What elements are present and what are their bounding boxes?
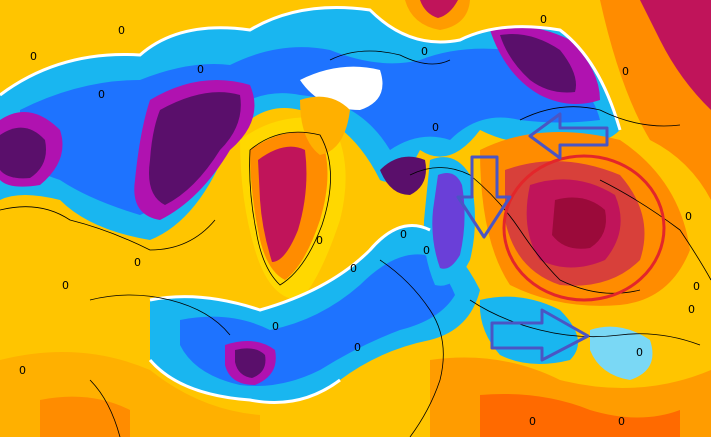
atlantic-extreme-cold (235, 348, 266, 378)
contour-label: 0 (636, 346, 643, 359)
coastlines (0, 50, 711, 437)
contour-label: 0 (354, 341, 361, 354)
zero-contours (0, 6, 622, 404)
contour-label: 0 (316, 234, 323, 247)
russia-maroon-core (552, 197, 606, 249)
arrow-left (528, 112, 609, 160)
southeast-hot-band (480, 394, 680, 437)
contour-label: 0 (685, 210, 692, 223)
kara-cold-spot (380, 156, 426, 195)
north-hot-blob (420, 0, 458, 18)
contour-label: 0 (118, 24, 125, 37)
contour-label: 0 (197, 63, 204, 76)
northeast-hot-core (640, 0, 711, 110)
europe-cold-core (432, 172, 465, 269)
contour-label: 0 (622, 65, 629, 78)
contour-label: 0 (350, 262, 357, 275)
southwest-hot-band (40, 396, 130, 437)
contour-labels: 0 0 0 0 0 0 0 0 0 0 0 0 0 0 0 0 0 0 0 0 … (19, 13, 700, 428)
arrow-down (456, 155, 512, 239)
contour-label: 0 (272, 320, 279, 333)
contour-label: 0 (19, 364, 26, 377)
contour-label: 0 (693, 280, 700, 293)
contour-label: 0 (423, 244, 430, 257)
alaska-extreme-cold (0, 127, 46, 179)
highlight-circle (502, 154, 666, 302)
canada-extreme-cold (149, 92, 241, 205)
contour-label: 0 (421, 45, 428, 58)
scandinavia-warm (300, 96, 350, 155)
contour-label: 0 (98, 88, 105, 101)
contour-label: 0 (134, 256, 141, 269)
contour-label: 0 (540, 13, 547, 26)
contour-label: 0 (432, 121, 439, 134)
contour-label: 0 (30, 50, 37, 63)
contour-label: 0 (400, 228, 407, 241)
contour-label: 0 (688, 303, 695, 316)
med-light-cyan (590, 326, 653, 380)
contour-label: 0 (62, 279, 69, 292)
contour-label: 0 (618, 415, 625, 428)
arrow-right (490, 308, 590, 362)
greenland-hot-core (258, 146, 307, 262)
siberia-extreme-cold (500, 34, 576, 93)
contour-label: 0 (529, 415, 536, 428)
